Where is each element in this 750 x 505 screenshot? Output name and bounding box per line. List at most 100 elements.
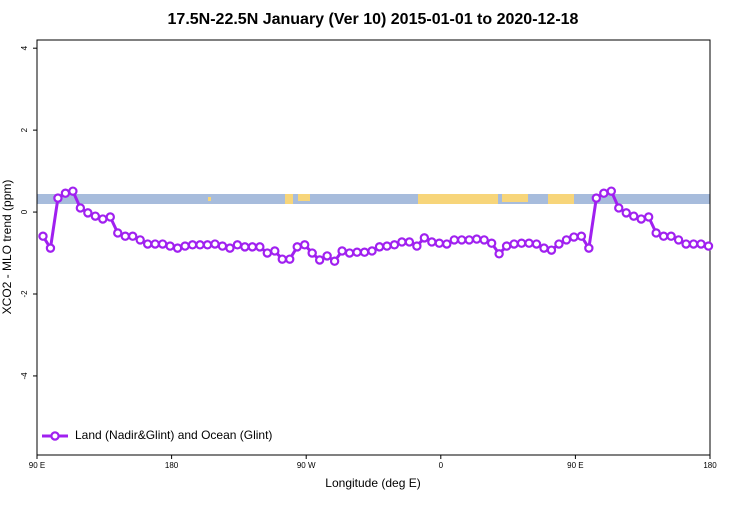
data-point: [180, 241, 190, 251]
data-point: [292, 242, 302, 252]
data-point: [501, 241, 512, 251]
data-point: [202, 240, 213, 250]
x-tick-label: 90 E: [567, 461, 583, 470]
data-point: [217, 241, 228, 251]
legend-marker: [50, 431, 60, 441]
data-point: [45, 243, 56, 253]
data-point: [374, 242, 385, 252]
data-point: [576, 231, 587, 241]
land-band: [502, 194, 528, 202]
data-point: [606, 186, 616, 196]
data-point: [172, 243, 183, 253]
data-point: [457, 235, 467, 245]
x-tick-label: 90 E: [29, 461, 45, 470]
data-point: [367, 246, 377, 256]
data-point: [150, 239, 160, 249]
data-point: [449, 235, 459, 245]
data-point: [524, 238, 534, 248]
land-band: [298, 194, 310, 201]
data-point: [277, 254, 287, 264]
data-point: [434, 238, 445, 248]
data-point: [240, 242, 250, 252]
data-point: [531, 239, 542, 249]
data-point: [516, 238, 527, 248]
data-point: [210, 239, 220, 249]
data-point: [344, 248, 355, 258]
x-axis-label: Longitude (deg E): [325, 476, 420, 490]
data-point: [494, 249, 504, 259]
y-tick-label: 2: [20, 127, 29, 132]
data-point: [53, 193, 63, 203]
data-point: [412, 241, 422, 251]
data-point: [187, 240, 198, 250]
data-point: [359, 247, 370, 257]
data-point: [442, 239, 452, 249]
data-point: [621, 208, 631, 218]
land-band: [418, 194, 498, 204]
data-point: [225, 243, 235, 253]
data-point: [352, 247, 362, 257]
data-point: [232, 240, 243, 250]
data-point: [419, 233, 430, 243]
data-point: [703, 241, 714, 251]
data-point: [98, 214, 108, 224]
data-point: [651, 228, 661, 238]
data-point: [688, 239, 699, 249]
legend-label: Land (Nadir&Glint) and Ocean (Glint): [75, 428, 272, 442]
data-point: [539, 243, 549, 253]
data-point: [135, 235, 145, 245]
data-point: [636, 214, 646, 224]
data-point: [427, 237, 437, 247]
data-point: [554, 239, 564, 249]
land-band: [285, 194, 293, 204]
data-point: [486, 238, 497, 248]
data-point: [681, 239, 691, 249]
data-point: [285, 254, 295, 264]
y-axis-label: XCO2 - MLO trend (ppm): [0, 180, 14, 315]
x-tick-label: 90 W: [297, 461, 316, 470]
land-ocean-strip: [37, 194, 710, 204]
x-tick-label: 0: [439, 461, 444, 470]
data-point: [404, 237, 415, 247]
data-point: [105, 212, 115, 222]
data-point: [128, 231, 138, 241]
land-band: [208, 197, 211, 201]
data-point: [614, 203, 624, 213]
data-point: [262, 248, 273, 258]
data-point: [83, 208, 93, 218]
data-point: [337, 246, 347, 256]
data-point: [60, 188, 71, 198]
data-point: [38, 231, 48, 241]
data-point: [120, 231, 130, 241]
data-point: [300, 240, 310, 250]
data-point: [247, 242, 258, 252]
data-point: [255, 242, 265, 252]
data-point: [629, 211, 639, 221]
y-tick-label: -4: [20, 372, 29, 380]
data-point: [314, 255, 325, 265]
ocean-band: [37, 194, 710, 204]
data-point: [389, 240, 400, 250]
x-tick-label: 180: [165, 461, 179, 470]
data-point: [75, 203, 86, 213]
data-point: [561, 235, 572, 245]
data-point: [464, 235, 474, 245]
data-point: [696, 239, 706, 249]
data-point: [673, 235, 684, 245]
data-point: [329, 256, 340, 266]
chart-title: 17.5N-22.5N January (Ver 10) 2015-01-01 …: [168, 11, 579, 28]
data-point: [658, 231, 669, 241]
data-point: [195, 240, 205, 250]
data-point: [509, 239, 519, 249]
data-point: [666, 231, 676, 241]
data-point: [471, 234, 482, 244]
data-point: [68, 186, 78, 196]
data-point: [569, 232, 579, 242]
data-point: [397, 237, 407, 247]
data-point: [479, 235, 489, 245]
data-point: [270, 246, 280, 256]
data-point: [165, 241, 175, 251]
data-point: [322, 251, 332, 261]
data-point: [643, 212, 654, 222]
